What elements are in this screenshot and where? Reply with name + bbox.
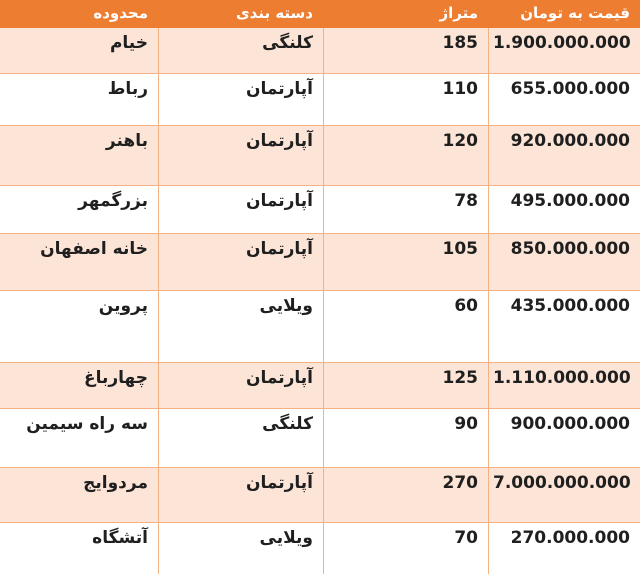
cell-district: مردوایج (83, 473, 148, 493)
table-row: 495.000.000 78 آپارتمان بزرگمهر (0, 185, 640, 233)
table-body: 1.900.000.000 185 کلنگی خیام 655.000.000 110 آ… (0, 28, 640, 574)
table-row: 900.000.000 90 کلنگی سه راه سیمین (0, 408, 640, 467)
table-row: 270.000.000 70 ویلایی آتشگاه (0, 522, 640, 574)
cell-price: 435.000.000 (488, 291, 640, 362)
cell-price: 495.000.000 (488, 186, 640, 233)
cell-area: 78 (323, 186, 488, 233)
cell-category: کلنگی (158, 409, 323, 467)
table-row: 1.900.000.000 185 کلنگی خیام (0, 28, 640, 73)
cell-district: چهارباغ (83, 368, 148, 388)
cell-category: آپارتمان (158, 468, 323, 522)
table-row: 655.000.000 110 آپارتمان رباط (0, 73, 640, 125)
cell-category: آپارتمان (158, 74, 323, 125)
cell-category: کلنگی (158, 28, 323, 73)
table-header: قیمت به تومان متراژ دسته بندی محدوده (0, 0, 640, 28)
cell-area: 120 (323, 126, 488, 185)
cell-category: آپارتمان (158, 186, 323, 233)
header-price: قیمت به تومان (520, 4, 630, 22)
cell-category: آپارتمان (158, 363, 323, 408)
header-district: محدوده (93, 4, 148, 22)
header-area: متراژ (439, 4, 478, 22)
cell-area: 110 (323, 74, 488, 125)
cell-district: خانه اصفهان (40, 239, 148, 259)
cell-district: سه راه سیمین (26, 414, 148, 434)
cell-price: 655.000.000 (488, 74, 640, 125)
cell-price: 900.000.000 (488, 409, 640, 467)
cell-area: 60 (323, 291, 488, 362)
cell-area: 105 (323, 234, 488, 290)
cell-area: 70 (323, 523, 488, 574)
table-row: 1.110.000.000 125 آپارتمان چهارباغ (0, 362, 640, 408)
cell-price: 1.900.000.000 (488, 28, 640, 73)
cell-district: باهنر (105, 131, 148, 151)
cell-price: 7.000.000.000 (488, 468, 640, 522)
table-row: 7.000.000.000 270 آپارتمان مردوایج (0, 467, 640, 522)
cell-price: 270.000.000 (488, 523, 640, 574)
cell-district: بزرگمهر (78, 191, 148, 211)
table-row: 920.000.000 120 آپارتمان باهنر (0, 125, 640, 185)
cell-district: خیام (109, 33, 148, 53)
cell-price: 850.000.000 (488, 234, 640, 290)
cell-category: ویلایی (158, 291, 323, 362)
table-row: 850.000.000 105 آپارتمان خانه اصفهان (0, 233, 640, 290)
cell-district: آتشگاه (92, 528, 148, 548)
cell-area: 270 (323, 468, 488, 522)
header-category: دسته بندی (235, 4, 313, 22)
cell-area: 185 (323, 28, 488, 73)
cell-price: 920.000.000 (488, 126, 640, 185)
cell-district: پروین (98, 296, 148, 316)
cell-category: ویلایی (158, 523, 323, 574)
cell-area: 125 (323, 363, 488, 408)
table-row: 435.000.000 60 ویلایی پروین (0, 290, 640, 362)
cell-category: آپارتمان (158, 126, 323, 185)
cell-category: آپارتمان (158, 234, 323, 290)
cell-district: رباط (107, 79, 148, 99)
cell-area: 90 (323, 409, 488, 467)
cell-price: 1.110.000.000 (488, 363, 640, 408)
